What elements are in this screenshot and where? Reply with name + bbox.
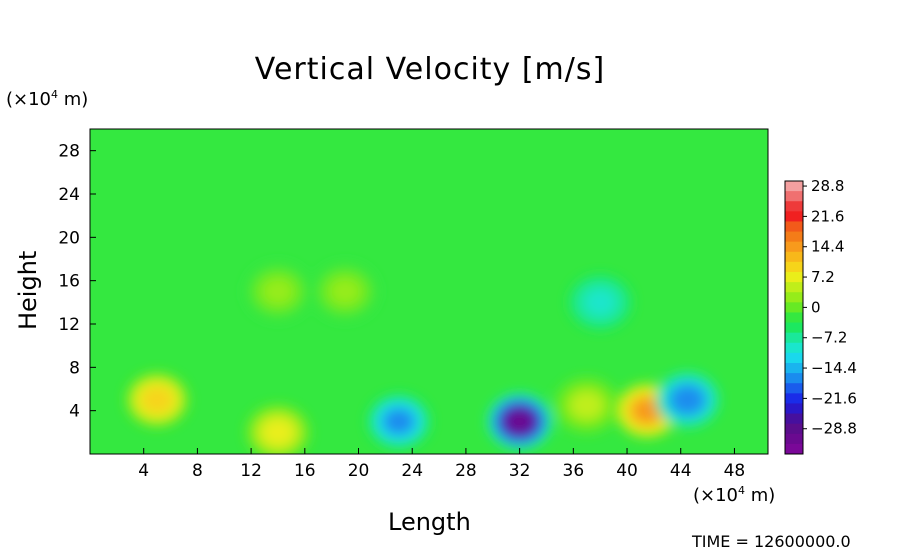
- x-tick-label: 8: [192, 461, 203, 481]
- colorbar-swatch: [785, 251, 803, 263]
- plot-frame: [89, 128, 769, 455]
- colorbar-swatch: [785, 393, 803, 404]
- y-tick-label: 28: [58, 142, 80, 162]
- y-tick-label: 24: [58, 185, 80, 205]
- y-tick-label: 20: [58, 228, 80, 248]
- x-tick-label: 36: [563, 461, 585, 481]
- colorbar-label: 0: [811, 298, 821, 316]
- colorbar-label: −14.4: [811, 359, 857, 377]
- colorbar-swatch: [785, 181, 803, 192]
- colorbar-frame: [784, 180, 804, 455]
- x-tick-label: 4: [138, 461, 149, 481]
- x-tick-label: 44: [670, 461, 692, 481]
- colorbar-swatch: [785, 433, 803, 445]
- chart-title: Vertical Velocity [m/s]: [254, 52, 606, 87]
- colorbar-swatch: [785, 282, 803, 293]
- field-feature-7: [329, 278, 361, 305]
- y-axis-ticks: 4 8 12 16 20 24 28: [58, 142, 96, 422]
- colorbar-swatch: [785, 201, 803, 212]
- x-tick-label: 32: [509, 461, 531, 481]
- x-axis-ticks: 4 8 12 16 20 24 28 32 36 40 44 48: [138, 448, 745, 481]
- y-axis-unit: (×104 m): [6, 88, 89, 110]
- y-tick-label: 4: [69, 402, 80, 422]
- colorbar-swatch: [785, 272, 803, 283]
- colorbar-swatch: [785, 443, 803, 455]
- colorbar-swatch: [785, 352, 803, 364]
- colorbar-label: −28.8: [811, 420, 857, 438]
- colorbar-swatch: [785, 302, 803, 313]
- colorbar-swatch: [785, 241, 803, 253]
- field-feature-9: [584, 289, 616, 316]
- colorbar-label: 7.2: [811, 268, 835, 286]
- x-tick-label: 16: [294, 461, 316, 481]
- y-tick-label: 8: [69, 358, 80, 378]
- x-axis-label: Length: [388, 508, 471, 536]
- colorbar-swatch: [785, 292, 803, 303]
- x-tick-label: 24: [401, 461, 423, 481]
- colorbar-swatch: [785, 261, 803, 273]
- y-tick-label: 16: [58, 272, 80, 292]
- colorbar-swatch: [785, 342, 803, 354]
- colorbar-swatch: [785, 191, 803, 202]
- field-feature-3: [504, 408, 536, 435]
- x-tick-label: 20: [348, 461, 370, 481]
- field-feature-6: [571, 392, 603, 419]
- colorbar-swatch: [785, 403, 803, 415]
- field-feature-8: [262, 278, 294, 305]
- colorbar-label: 14.4: [811, 238, 844, 256]
- colorbar-swatch: [785, 363, 803, 374]
- y-tick-label: 12: [58, 315, 80, 335]
- colorbar-label: 21.6: [811, 207, 844, 225]
- colorbar-swatch: [785, 373, 803, 384]
- field-feature-5: [383, 408, 415, 435]
- heatmap-field: [90, 129, 768, 454]
- x-axis-unit: (×104 m): [693, 484, 776, 506]
- colorbar-swatch: [785, 383, 803, 394]
- field-feature-2: [631, 397, 663, 424]
- colorbar-label: 28.8: [811, 177, 844, 195]
- colorbar-label: −7.2: [811, 329, 847, 347]
- colorbar-label: −21.6: [811, 389, 857, 407]
- field-feature-1: [262, 419, 294, 446]
- colorbar-swatch: [785, 211, 803, 222]
- field-feature-4: [671, 386, 703, 413]
- x-tick-label: 28: [455, 461, 477, 481]
- colorbar-swatch: [785, 332, 803, 344]
- colorbar-swatch: [785, 322, 803, 334]
- colorbar-swatch: [785, 312, 803, 324]
- colorbar-swatch: [785, 231, 803, 243]
- x-tick-label: 48: [724, 461, 746, 481]
- colorbar-swatch: [785, 423, 803, 435]
- colorbar: 28.8 21.6 14.4 7.2 0 −7.2 −14.4 −21.6 −28.8: [784, 177, 857, 455]
- x-tick-label: 12: [240, 461, 262, 481]
- colorbar-swatch: [785, 221, 803, 233]
- colorbar-swatch: [785, 413, 803, 425]
- field-feature-0: [141, 386, 173, 413]
- x-tick-label: 40: [616, 461, 638, 481]
